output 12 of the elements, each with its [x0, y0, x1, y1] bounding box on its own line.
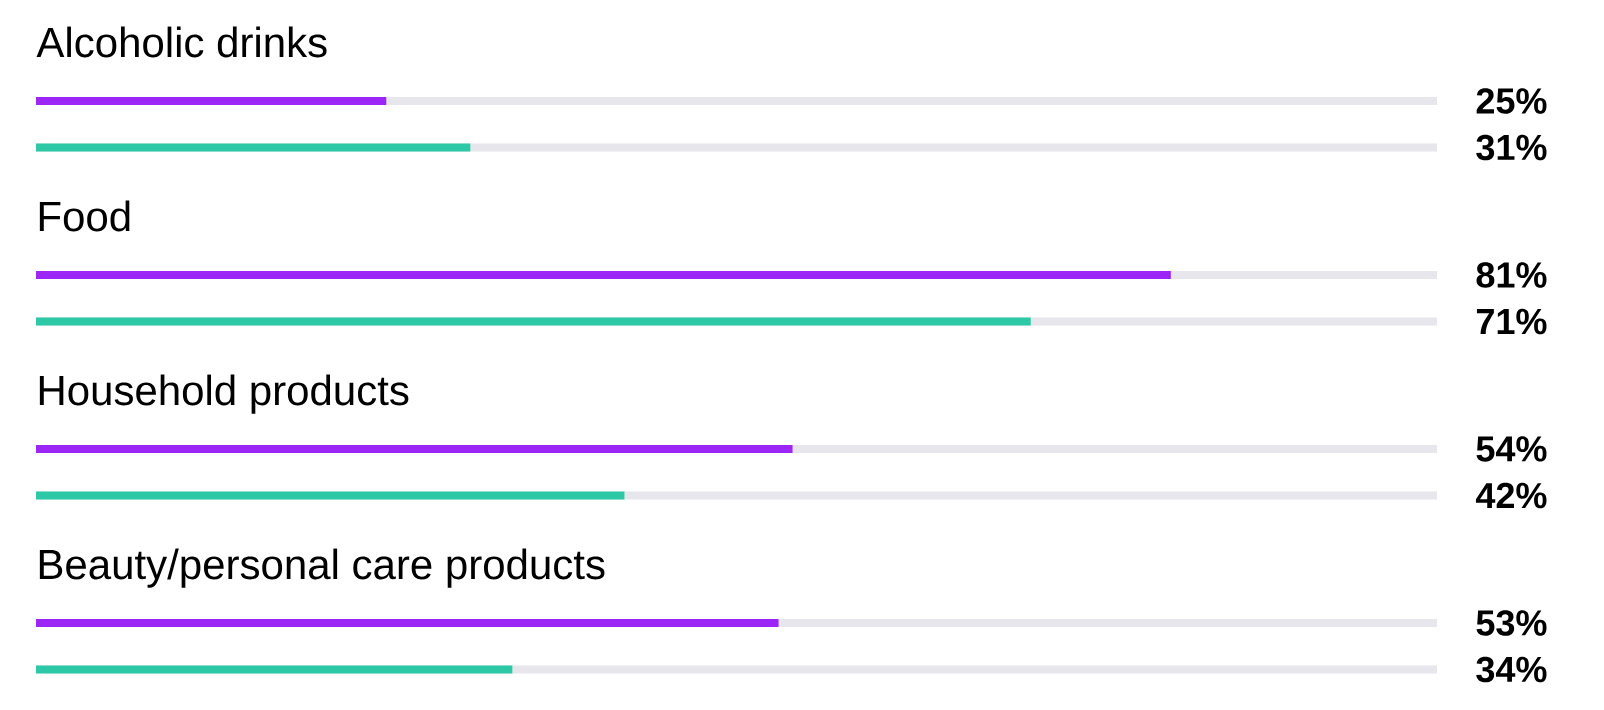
y-tick-label: Beauty/personal care products: [39, 548, 605, 588]
y-tick-label: Food: [39, 200, 130, 232]
data-label: 53%: [1476, 610, 1547, 636]
data-label: 42%: [1475, 482, 1547, 509]
data-label: 71%: [1476, 308, 1547, 335]
data-label: 34%: [1476, 656, 1547, 683]
data-label: 31%: [1476, 134, 1547, 161]
data-label: 54%: [1476, 436, 1547, 462]
data-label: 25%: [1476, 88, 1547, 114]
y-tick-label: Household products: [39, 374, 409, 414]
data-label: 81%: [1476, 262, 1547, 288]
y-tick-label: Alcoholic drinks: [36, 26, 327, 58]
